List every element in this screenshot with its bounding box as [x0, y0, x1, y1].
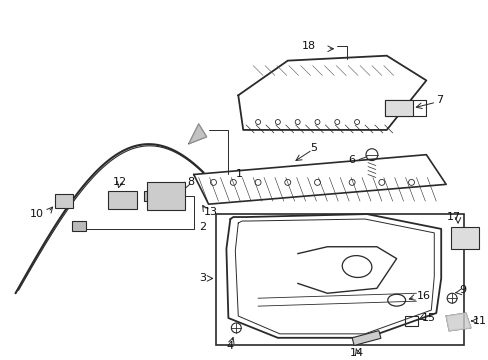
Text: 16: 16 [416, 291, 429, 301]
Bar [147, 183, 184, 210]
Text: 14: 14 [349, 348, 364, 358]
Text: 18: 18 [301, 41, 315, 51]
Text: 15: 15 [421, 313, 434, 323]
Bar [450, 227, 478, 249]
Text: 2: 2 [198, 222, 205, 232]
Polygon shape [445, 313, 470, 331]
Bar [55, 194, 73, 208]
Text: 17: 17 [446, 212, 460, 222]
Bar [404, 316, 418, 326]
Text: 7: 7 [435, 95, 443, 105]
Bar [351, 330, 380, 346]
Bar [144, 191, 158, 201]
Polygon shape [188, 124, 206, 144]
Text: 9: 9 [458, 285, 465, 295]
Bar [107, 191, 137, 209]
Bar [72, 221, 86, 231]
Bar [216, 214, 463, 345]
Text: 8: 8 [186, 177, 194, 188]
Bar [384, 100, 412, 116]
Text: 12: 12 [112, 177, 126, 188]
Text: 11: 11 [472, 316, 486, 326]
Text: 3: 3 [199, 273, 206, 283]
Text: 10: 10 [30, 209, 44, 219]
Text: 4: 4 [226, 341, 233, 351]
Text: 1: 1 [236, 170, 243, 180]
Text: 13: 13 [203, 207, 217, 217]
Text: 6: 6 [347, 155, 354, 165]
Text: 5: 5 [310, 143, 317, 153]
